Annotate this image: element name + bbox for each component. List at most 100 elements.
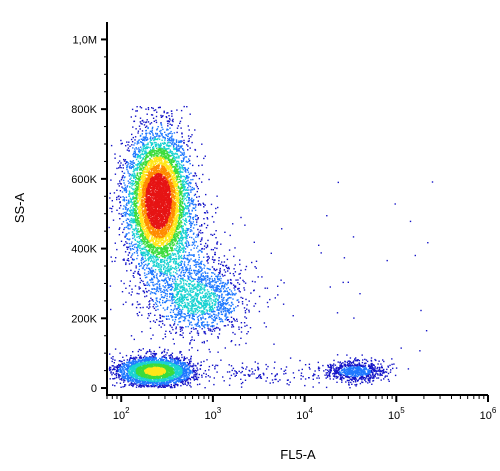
data-point [188,270,190,272]
data-point [205,283,207,286]
data-point [308,366,310,369]
data-point [196,186,198,188]
data-point [166,129,168,131]
data-point [237,288,239,290]
data-point [166,380,168,383]
data-point [121,191,124,193]
data-point [142,139,144,142]
data-point [193,187,195,190]
data-point [187,381,189,383]
data-point [160,273,162,276]
data-point [274,297,276,299]
data-point [192,280,195,282]
data-point [198,269,200,271]
data-point [114,348,117,350]
data-point [282,303,285,305]
data-point [351,370,353,372]
data-point [154,139,156,141]
data-point [210,275,213,278]
data-point [174,289,176,291]
data-point [175,378,177,380]
data-point [121,370,123,372]
data-point [289,357,292,359]
data-point [208,324,210,326]
data-point [146,132,148,134]
data-point [258,375,260,378]
data-point [187,325,189,328]
data-point [179,256,181,258]
data-point [138,360,141,362]
data-point [338,373,340,375]
data-point [352,381,355,383]
data-point [151,384,154,386]
data-point [206,279,209,281]
data-point [218,296,220,298]
data-point [188,349,190,351]
data-point [135,265,137,267]
data-point [115,370,118,373]
data-point [136,250,139,252]
data-point [227,282,229,284]
data-point [185,268,187,271]
data-point [202,307,205,309]
data-point [214,284,216,286]
data-point [122,175,124,177]
data-point [209,309,211,311]
data-point [367,375,369,378]
data-point [351,375,353,377]
data-point [364,372,366,375]
data-point [204,279,206,281]
data-point [171,139,173,141]
data-point [312,374,315,377]
data-point [183,378,185,381]
data-point [184,372,186,374]
data-point [198,259,200,261]
data-point [218,257,220,259]
data-point [369,380,371,382]
data-point [349,360,351,363]
data-point [134,285,137,287]
data-point [153,381,155,383]
data-point [195,286,197,288]
data-point [203,372,205,375]
data-point [143,264,145,267]
data-point [389,364,391,367]
data-point [196,234,198,236]
data-point [129,191,131,193]
data-point [185,175,188,177]
data-point [213,296,215,298]
data-point [198,325,200,327]
data-point [150,381,152,383]
data-point [196,285,198,288]
data-point [193,175,195,177]
data-point [182,308,184,310]
data-point [189,309,192,311]
data-point [192,221,195,223]
data-point [149,312,152,315]
data-point [134,358,137,360]
data-point [382,369,384,372]
data-point [348,360,350,362]
data-point [160,287,162,290]
data-point [181,380,184,382]
data-point [146,385,148,388]
data-point [228,292,230,294]
data-point [349,361,351,363]
data-point [222,303,224,305]
data-point [128,292,130,294]
data-point [182,149,185,151]
data-point [119,365,121,367]
data-point [113,378,115,380]
data-point [146,125,148,127]
data-point [160,123,162,125]
data-point [274,375,276,378]
data-point [179,280,181,282]
data-point [159,135,161,137]
data-point [139,359,142,361]
data-point [139,249,142,252]
data-point [189,265,191,267]
data-point [356,379,359,382]
data-point [164,294,166,297]
data-point [304,378,307,380]
data-point [164,348,166,351]
